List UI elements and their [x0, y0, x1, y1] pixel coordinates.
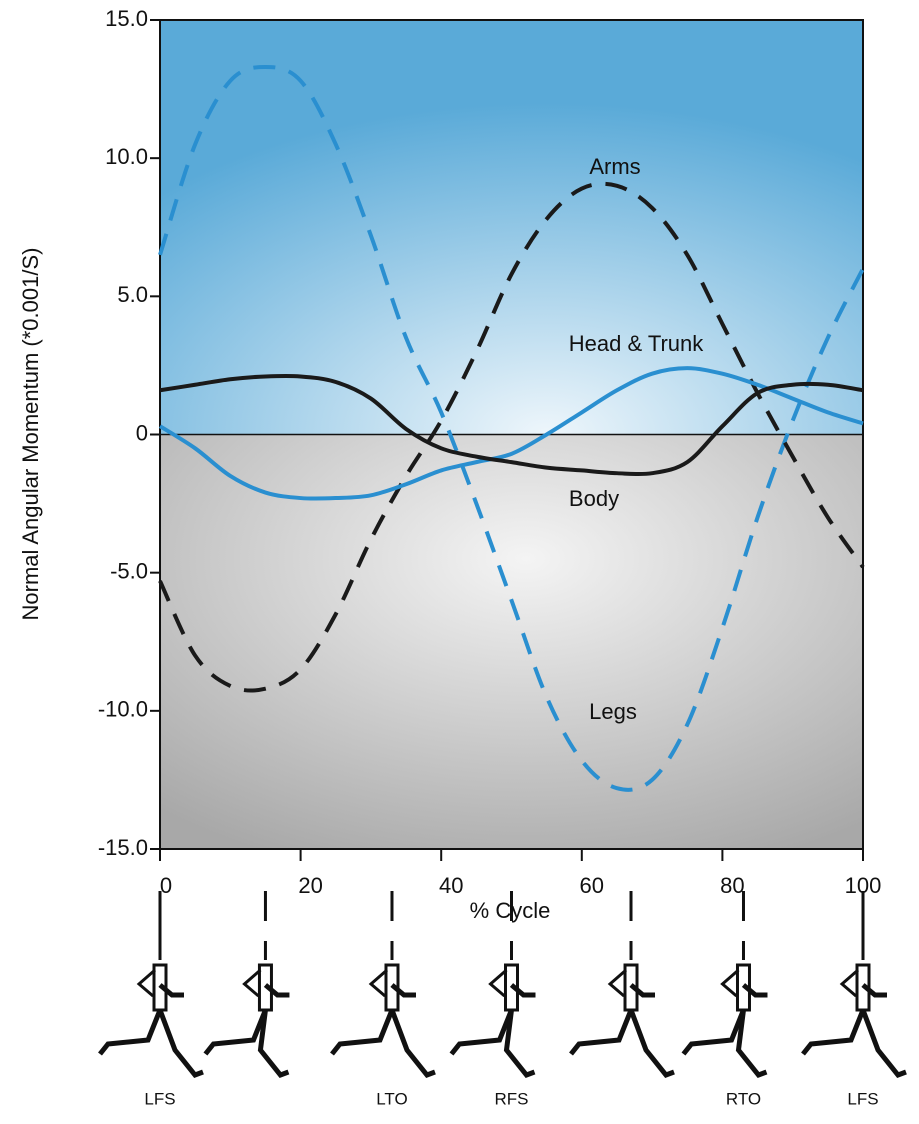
figure-leg: [681, 1009, 746, 1056]
series-line: [158, 366, 864, 501]
figure-leg: [157, 1009, 204, 1078]
series-line: [158, 64, 865, 792]
x-tick-label: 80: [720, 873, 744, 898]
figure-leg: [330, 1009, 395, 1056]
figure-arm: [390, 983, 416, 998]
event-label: RTO: [726, 1089, 761, 1108]
series-label: Body: [569, 486, 619, 511]
figure-head: [720, 968, 740, 998]
figure-head: [839, 968, 859, 998]
series-label: Head & Trunk: [569, 331, 705, 356]
figure-leg: [801, 1009, 866, 1056]
x-tick-label: 40: [439, 873, 463, 898]
figure-leg: [735, 1009, 768, 1078]
figure-leg: [569, 1009, 634, 1056]
event-label: RFS: [495, 1089, 529, 1108]
event-label: LTO: [376, 1089, 408, 1108]
figure-head: [488, 968, 508, 998]
y-tick-label: 0: [136, 420, 148, 445]
positive-region: [160, 20, 863, 435]
figure-arm: [741, 983, 768, 998]
figure-leg: [203, 1009, 268, 1056]
figure-head: [607, 968, 627, 998]
x-tick-label: 0: [160, 873, 172, 898]
figure-leg: [628, 1009, 675, 1078]
x-tick-label: 20: [298, 873, 322, 898]
event-label: LFS: [144, 1089, 175, 1108]
event-label: LFS: [847, 1089, 878, 1108]
y-axis-label: Normal Angular Momentum (*0.001/S): [18, 248, 43, 621]
figure-arm: [509, 983, 536, 998]
series-label: Legs: [589, 699, 637, 724]
figure-arm: [158, 983, 184, 998]
figure-leg: [389, 1009, 436, 1078]
x-tick-label: 60: [580, 873, 604, 898]
figure-head: [242, 968, 262, 998]
figure-arm: [629, 983, 656, 998]
negative-region: [160, 434, 863, 849]
figure-leg: [257, 1009, 290, 1078]
figure-leg: [860, 1009, 907, 1078]
y-tick-label: -5.0: [110, 558, 148, 583]
figure-leg: [98, 1009, 163, 1056]
y-tick-label: 15.0: [105, 6, 148, 31]
y-tick-label: -10.0: [98, 697, 148, 722]
series-label: Arms: [589, 154, 640, 179]
y-tick-label: 10.0: [105, 144, 148, 169]
figure-head: [136, 968, 156, 998]
series-line: [159, 373, 864, 477]
figure-leg: [449, 1009, 514, 1056]
y-tick-label: -15.0: [98, 835, 148, 860]
y-tick-label: 5.0: [117, 282, 148, 307]
figure-head: [368, 968, 388, 998]
figure-arm: [861, 983, 887, 998]
figure-arm: [263, 983, 290, 998]
figure-leg: [503, 1009, 536, 1078]
